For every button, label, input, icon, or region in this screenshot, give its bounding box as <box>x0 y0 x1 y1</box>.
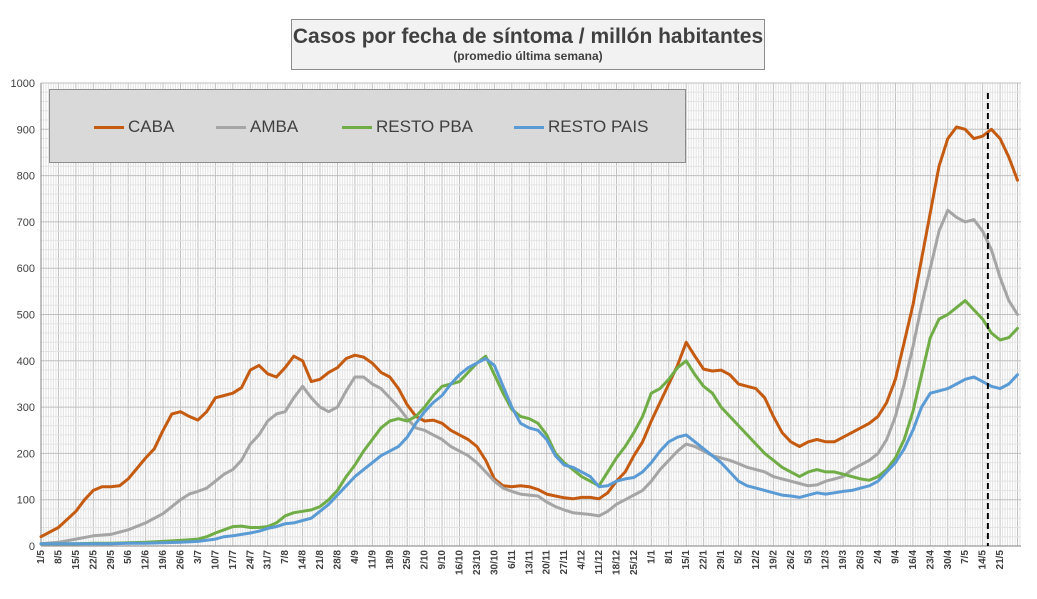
x-tick-label: 4/9 <box>350 550 361 564</box>
x-tick-label: 19/3 <box>838 550 849 570</box>
legend-label-resto-pais: RESTO PAIS <box>548 117 649 136</box>
x-tick-label: 25/9 <box>402 550 413 570</box>
x-tick-label: 28/8 <box>332 550 343 570</box>
x-tick-label: 1/1 <box>646 550 657 564</box>
x-tick-label: 23/4 <box>925 550 936 570</box>
x-tick-label: 3/7 <box>193 550 204 564</box>
x-tick-label: 26/2 <box>786 550 797 570</box>
y-tick-label: 0 <box>29 541 35 553</box>
x-tick-label: 31/7 <box>263 550 274 570</box>
legend-swatch-amba <box>216 125 246 129</box>
x-tick-label: 12/6 <box>141 550 152 570</box>
x-tick-label: 5/3 <box>803 550 814 564</box>
legend-swatch-caba <box>94 125 124 129</box>
x-tick-label: 23/10 <box>472 550 483 575</box>
x-tick-label: 16/4 <box>908 550 919 570</box>
legend-item-amba: AMBA <box>216 116 298 138</box>
y-tick-label: 500 <box>17 310 35 322</box>
series-line-caba <box>39 125 1019 539</box>
legend-item-caba: CABA <box>94 116 174 138</box>
x-tick-label: 24/7 <box>245 550 256 570</box>
y-tick-label: 1000 <box>11 78 35 90</box>
x-tick-label: 30/4 <box>943 550 954 570</box>
x-tick-label: 15/5 <box>71 550 82 570</box>
y-tick-label: 400 <box>17 356 35 368</box>
x-tick-label: 2/4 <box>873 550 884 564</box>
x-tick-label: 14/5 <box>978 550 989 570</box>
x-tick-label: 15/1 <box>681 550 692 570</box>
y-tick-label: 300 <box>17 402 35 414</box>
x-tick-label: 29/5 <box>106 550 117 570</box>
x-tick-label: 21/5 <box>995 550 1006 570</box>
x-tick-label: 12/3 <box>821 550 832 570</box>
x-tick-label: 22/1 <box>699 550 710 570</box>
legend-label-amba: AMBA <box>250 117 299 136</box>
x-tick-label: 30/10 <box>489 550 500 575</box>
x-tick-label: 11/9 <box>367 550 378 569</box>
y-tick-label: 200 <box>17 448 35 460</box>
x-tick-label: 19/6 <box>158 550 169 570</box>
x-tick-label: 5/6 <box>123 550 134 564</box>
title-box: Casos por fecha de síntoma / millón habi… <box>291 19 765 70</box>
legend-item-resto-pba: RESTO PBA <box>342 116 473 138</box>
x-tick-label: 27/11 <box>559 550 570 575</box>
x-tick-label: 2/10 <box>420 550 431 570</box>
x-tick-label: 6/11 <box>507 550 518 569</box>
y-tick-label: 100 <box>17 495 35 507</box>
x-tick-label: 10/7 <box>210 550 221 570</box>
y-tick-label: 900 <box>17 124 35 136</box>
y-tick-label: 600 <box>17 263 35 275</box>
x-tick-label: 7/5 <box>960 550 971 564</box>
x-tick-label: 9/10 <box>437 550 448 570</box>
legend-swatch-resto-pba <box>342 125 372 129</box>
chart-subtitle: (promedio última semana) <box>453 49 603 63</box>
x-tick-label: 26/6 <box>176 550 187 570</box>
x-tick-label: 12/2 <box>751 550 762 570</box>
x-tick-label: 26/3 <box>856 550 867 570</box>
x-tick-label: 18/12 <box>611 550 622 575</box>
x-tick-label: 8/5 <box>53 550 64 564</box>
x-tick-label: 22/5 <box>88 550 99 570</box>
legend-label-resto-pba: RESTO PBA <box>376 117 473 136</box>
x-tick-label: 25/12 <box>629 550 640 575</box>
x-tick-label: 4/12 <box>577 550 588 570</box>
x-tick-label: 8/1 <box>664 550 675 564</box>
x-tick-label: 1/5 <box>36 550 47 564</box>
x-tick-label: 18/9 <box>385 550 396 570</box>
x-tick-label: 14/8 <box>298 550 309 570</box>
y-tick-label: 800 <box>17 171 35 183</box>
legend-swatch-resto-pais <box>514 125 544 129</box>
axes <box>40 83 1021 547</box>
x-tick-label: 29/1 <box>716 550 727 570</box>
x-tick-label: 17/7 <box>228 550 239 570</box>
x-tick-label: 20/11 <box>542 550 553 575</box>
series-line-resto-pais <box>39 357 1019 546</box>
y-tick-label: 700 <box>17 217 35 229</box>
x-tick-label: 5/2 <box>734 550 745 564</box>
legend-label-caba: CABA <box>128 117 175 136</box>
x-tick-label: 16/10 <box>455 550 466 575</box>
y-tick-labels: 0 100 200 300 400 500 600 700 800 900 1000 <box>11 78 35 553</box>
x-tick-label: 11/12 <box>594 550 605 575</box>
legend-item-resto-pais: RESTO PAIS <box>514 116 648 138</box>
x-tick-label: 19/2 <box>768 550 779 570</box>
series-line-amba <box>39 208 1019 546</box>
x-tick-label: 9/4 <box>890 550 901 564</box>
chart-title: Casos por fecha de síntoma / millón habi… <box>292 25 764 48</box>
series-lines <box>39 125 1019 546</box>
x-tick-label: 13/11 <box>524 550 535 575</box>
x-tick-label: 7/8 <box>280 550 291 564</box>
legend: CABA AMBA RESTO PBA RESTO PAIS <box>49 89 686 163</box>
x-tick-label: 21/8 <box>315 550 326 570</box>
x-tick-labels: 1/5 8/5 15/5 22/5 29/5 5/6 12/6 19/6 26/6 3/7 10/7… <box>36 550 1006 575</box>
